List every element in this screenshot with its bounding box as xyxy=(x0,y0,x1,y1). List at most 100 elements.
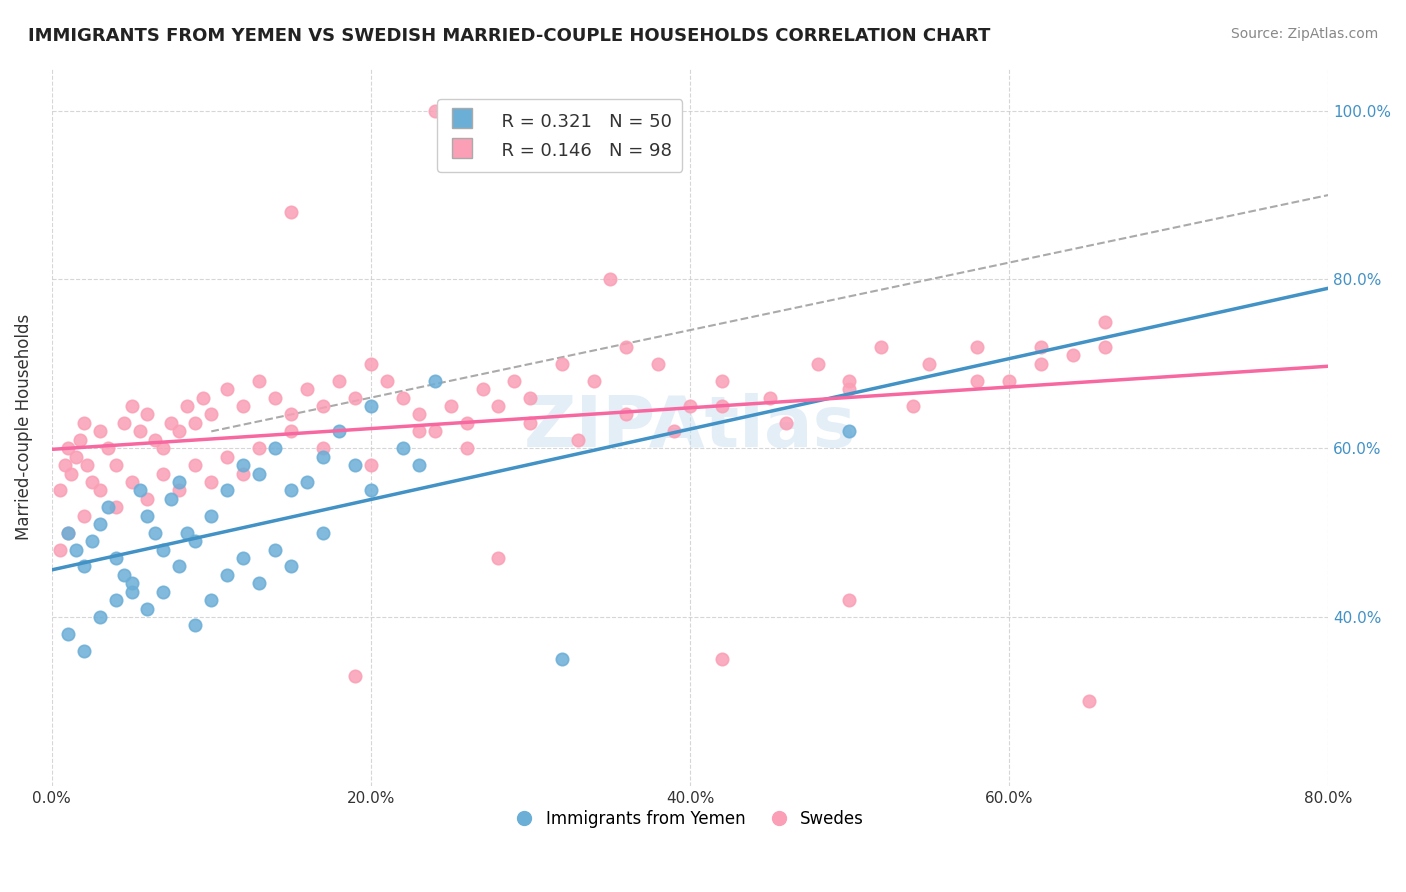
Point xyxy=(217,483,239,498)
Point xyxy=(519,416,541,430)
Point xyxy=(97,442,120,456)
Point xyxy=(247,576,270,591)
Point xyxy=(97,500,120,515)
Point xyxy=(200,475,222,489)
Point xyxy=(360,357,382,371)
Point xyxy=(710,652,733,666)
Point xyxy=(775,416,797,430)
Point xyxy=(710,374,733,388)
Legend: Immigrants from Yemen, Swedes: Immigrants from Yemen, Swedes xyxy=(509,804,870,835)
Point xyxy=(1062,348,1084,362)
Point xyxy=(232,399,254,413)
Point xyxy=(193,391,215,405)
Point xyxy=(503,374,526,388)
Point xyxy=(112,416,135,430)
Point xyxy=(247,442,270,456)
Point xyxy=(169,559,191,574)
Point xyxy=(121,399,143,413)
Point xyxy=(599,272,621,286)
Point xyxy=(128,425,150,439)
Point xyxy=(89,610,111,624)
Point xyxy=(160,491,183,506)
Point xyxy=(152,542,174,557)
Point xyxy=(423,103,446,118)
Point xyxy=(312,399,335,413)
Point xyxy=(423,425,446,439)
Point xyxy=(838,425,860,439)
Point xyxy=(128,483,150,498)
Point xyxy=(76,458,98,472)
Point xyxy=(471,382,494,396)
Point xyxy=(614,340,637,354)
Point xyxy=(121,584,143,599)
Point xyxy=(56,525,79,540)
Point xyxy=(280,408,302,422)
Point xyxy=(184,618,207,632)
Point xyxy=(647,357,669,371)
Point xyxy=(758,391,780,405)
Point xyxy=(169,475,191,489)
Point xyxy=(1094,340,1116,354)
Point xyxy=(89,425,111,439)
Point xyxy=(136,408,159,422)
Point xyxy=(360,483,382,498)
Point xyxy=(280,425,302,439)
Point xyxy=(328,374,350,388)
Point xyxy=(295,475,318,489)
Point xyxy=(903,399,925,413)
Point xyxy=(169,483,191,498)
Point xyxy=(176,399,198,413)
Point xyxy=(104,593,127,607)
Point xyxy=(65,542,87,557)
Point xyxy=(295,382,318,396)
Point xyxy=(966,374,988,388)
Point xyxy=(280,483,302,498)
Point xyxy=(48,483,70,498)
Point xyxy=(488,551,510,566)
Point xyxy=(136,508,159,523)
Point xyxy=(56,442,79,456)
Point xyxy=(184,416,207,430)
Point xyxy=(80,534,103,549)
Point xyxy=(583,374,606,388)
Point xyxy=(456,442,478,456)
Point xyxy=(80,475,103,489)
Point xyxy=(247,374,270,388)
Point xyxy=(152,467,174,481)
Point xyxy=(112,567,135,582)
Point xyxy=(1094,315,1116,329)
Point xyxy=(662,425,685,439)
Point xyxy=(408,458,430,472)
Point xyxy=(121,576,143,591)
Point xyxy=(152,442,174,456)
Point xyxy=(232,551,254,566)
Point xyxy=(73,508,96,523)
Point xyxy=(169,425,191,439)
Point xyxy=(423,374,446,388)
Point xyxy=(360,399,382,413)
Point xyxy=(247,467,270,481)
Point xyxy=(838,593,860,607)
Point xyxy=(73,559,96,574)
Point xyxy=(998,374,1021,388)
Point xyxy=(56,525,79,540)
Point xyxy=(232,458,254,472)
Point xyxy=(312,442,335,456)
Point xyxy=(343,669,366,683)
Point xyxy=(145,433,167,447)
Point xyxy=(439,399,461,413)
Point xyxy=(176,525,198,540)
Text: Source: ZipAtlas.com: Source: ZipAtlas.com xyxy=(1230,27,1378,41)
Text: IMMIGRANTS FROM YEMEN VS SWEDISH MARRIED-COUPLE HOUSEHOLDS CORRELATION CHART: IMMIGRANTS FROM YEMEN VS SWEDISH MARRIED… xyxy=(28,27,990,45)
Point xyxy=(73,644,96,658)
Point xyxy=(328,425,350,439)
Point xyxy=(200,508,222,523)
Point xyxy=(360,458,382,472)
Point xyxy=(136,491,159,506)
Point xyxy=(184,458,207,472)
Point xyxy=(343,391,366,405)
Point xyxy=(104,551,127,566)
Point xyxy=(1077,694,1099,708)
Text: ZIPAtlas: ZIPAtlas xyxy=(523,392,856,462)
Point xyxy=(65,450,87,464)
